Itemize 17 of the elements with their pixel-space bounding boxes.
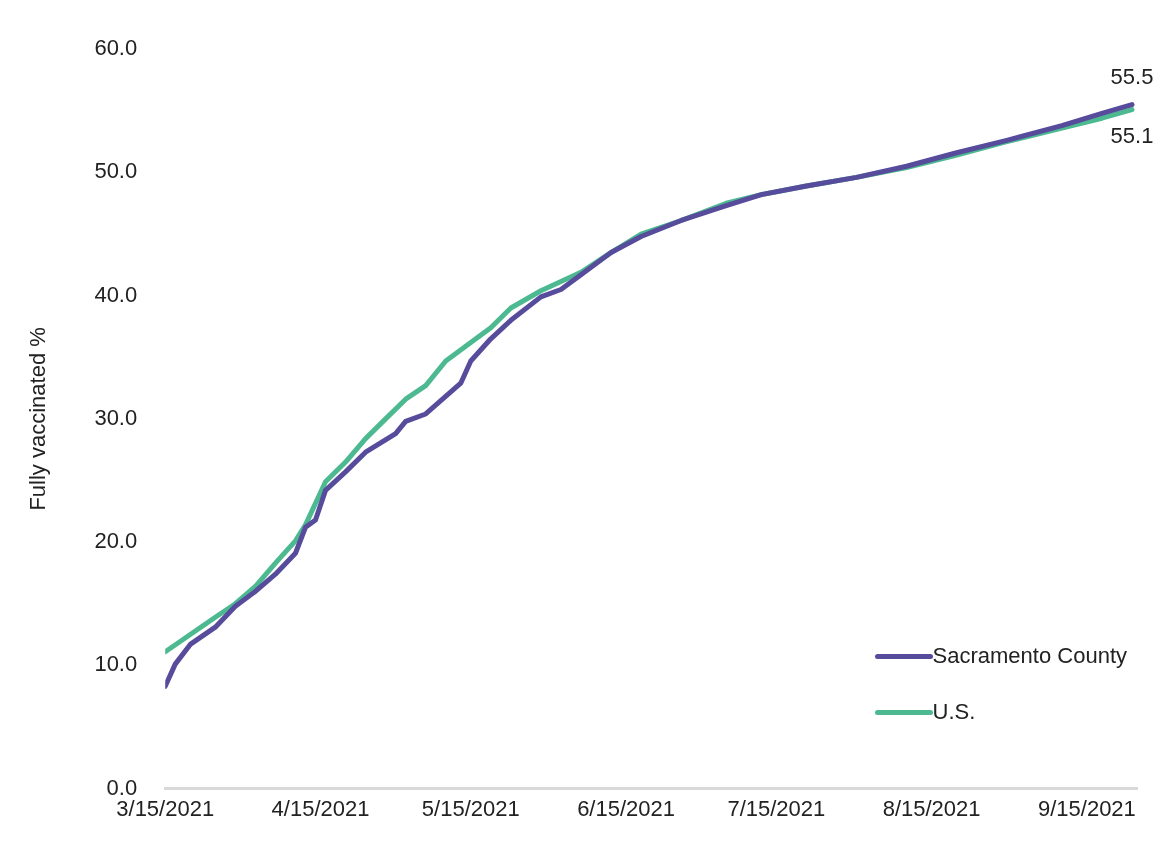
y-axis-title: Fully vaccinated %	[25, 327, 51, 511]
y-tick-label: 40.0	[94, 281, 138, 307]
x-tick-label: 5/15/2021	[421, 795, 520, 821]
y-tick-label: 50.0	[94, 158, 138, 184]
x-tick-label: 7/15/2021	[727, 795, 826, 821]
x-tick-label: 6/15/2021	[577, 795, 675, 821]
x-tick-label: 4/15/2021	[271, 795, 370, 821]
y-tick-label: 10.0	[94, 651, 138, 677]
y-tick-label: 30.0	[94, 404, 138, 430]
legend-label: Sacramento County	[932, 643, 1127, 669]
x-tick-label: 8/15/2021	[882, 795, 981, 821]
y-tick-label: 60.0	[94, 35, 138, 61]
y-tick-label: 20.0	[94, 528, 138, 554]
x-tick-label: 9/15/2021	[1037, 795, 1136, 821]
annotation: 55.1	[1110, 122, 1154, 148]
legend-label: U.S.	[932, 699, 976, 725]
annotation: 55.5	[1110, 63, 1154, 89]
